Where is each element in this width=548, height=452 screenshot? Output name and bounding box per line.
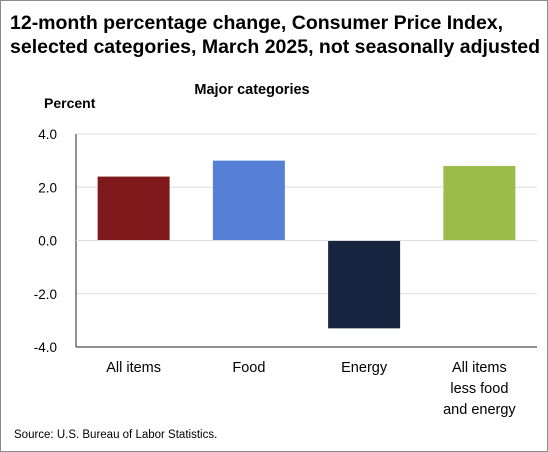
- x-tick-label-line: Energy: [341, 360, 388, 376]
- x-tick-label: Food: [232, 360, 265, 376]
- x-tick-label: All items: [106, 360, 161, 376]
- y-tick-label: 4.0: [38, 127, 57, 142]
- bar: [97, 176, 170, 241]
- y-tick-label: -2.0: [34, 287, 57, 302]
- bar: [328, 240, 401, 329]
- chart-title-line-2: selected categories, March 2025, not sea…: [10, 36, 540, 58]
- x-tick-label-line: All items: [106, 360, 161, 376]
- y-tick-label: -4.0: [34, 340, 57, 355]
- chart-title-line-1: 12-month percentage change, Consumer Pri…: [10, 12, 504, 34]
- x-tick-label-line: Food: [232, 360, 265, 376]
- y-axis-label: Percent: [44, 95, 96, 111]
- source-note: Source: U.S. Bureau of Labor Statistics.: [14, 429, 218, 441]
- x-tick-label: All items less food and energy: [443, 360, 516, 418]
- x-tick-label: Energy: [341, 360, 388, 376]
- bar: [212, 160, 285, 241]
- x-tick-label-line: and energy: [443, 402, 516, 418]
- chart-title: 12-month percentage change, Consumer Pri…: [10, 11, 540, 59]
- y-tick-label: 2.0: [38, 180, 57, 195]
- y-tick-label: 0.0: [38, 234, 57, 249]
- x-tick-label-line: All items: [452, 360, 507, 376]
- bar: [443, 165, 516, 241]
- chart-subtitle: Major categories: [194, 82, 310, 98]
- x-tick-label-line: less food: [450, 381, 508, 397]
